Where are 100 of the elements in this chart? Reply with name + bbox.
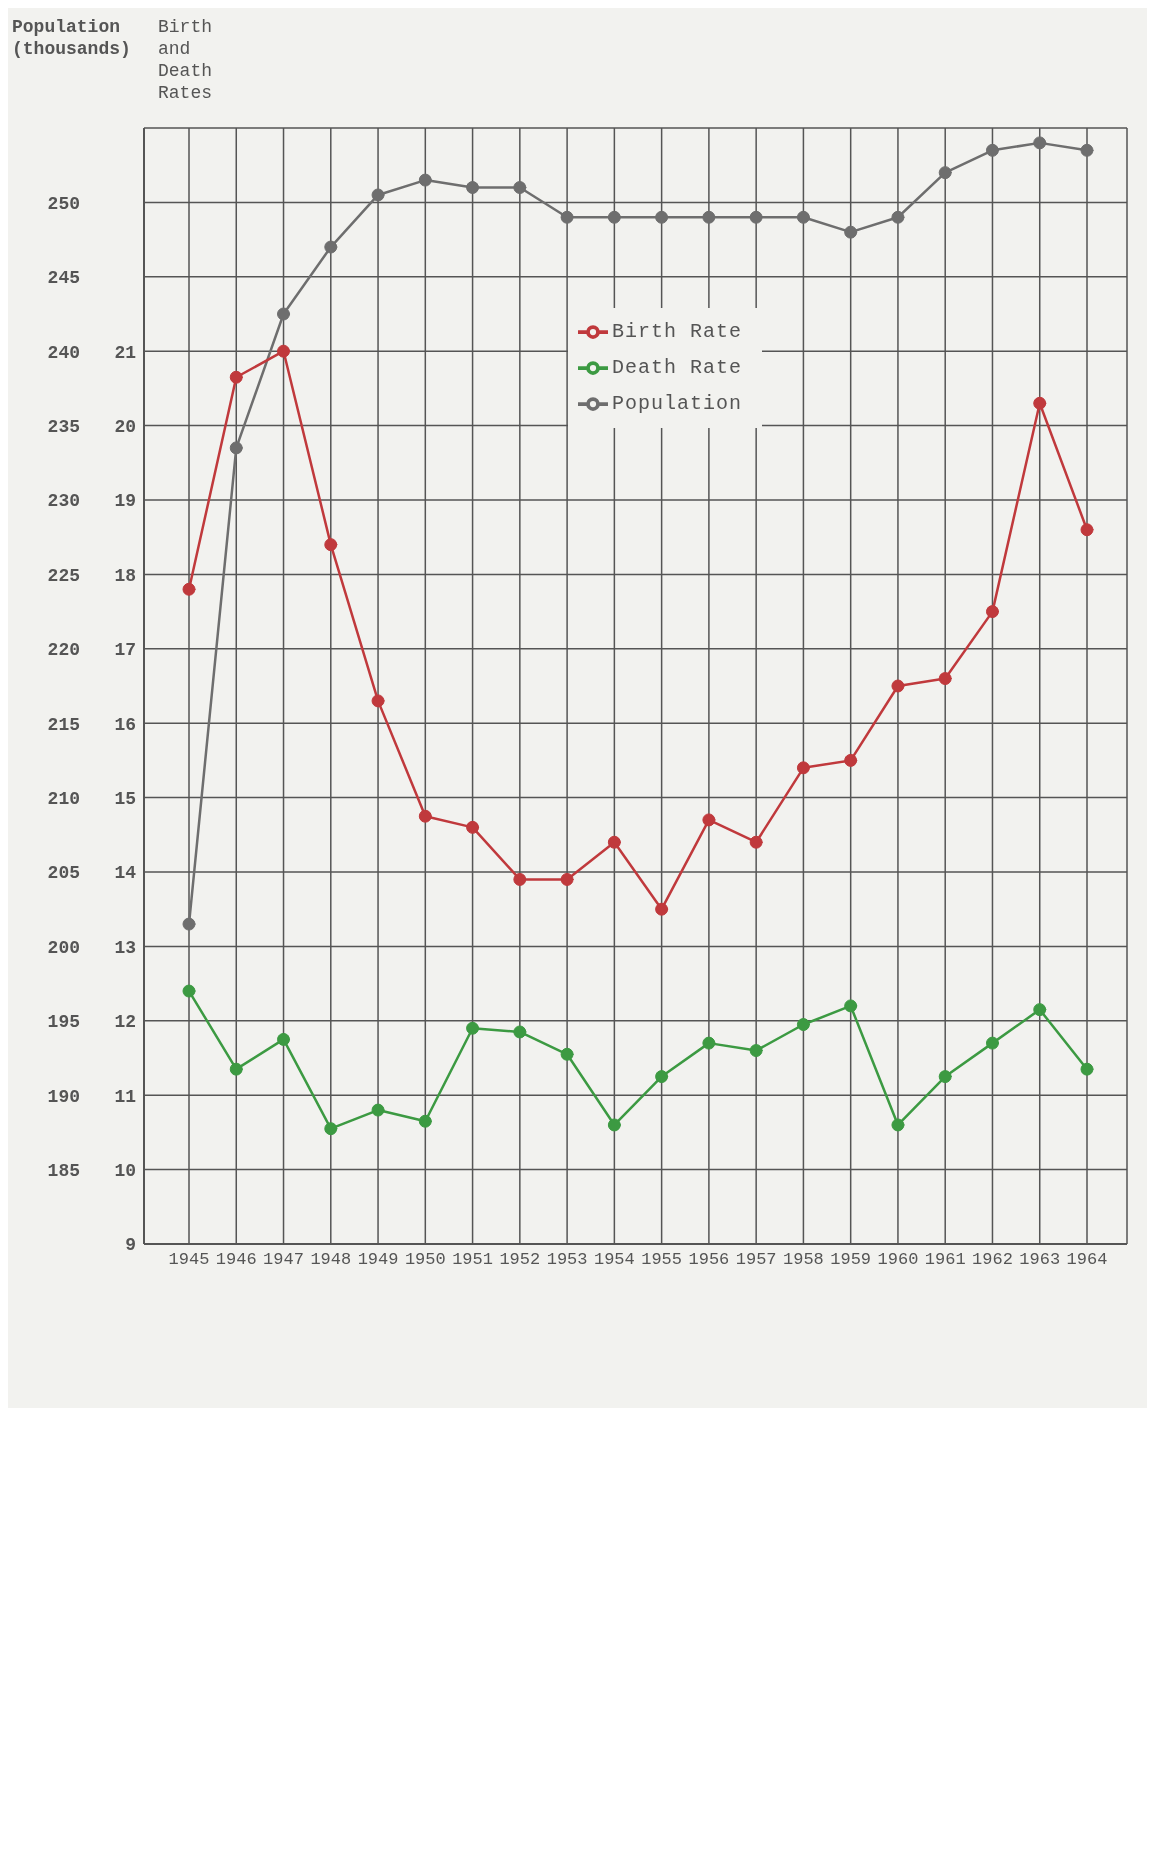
y-tick-label: 230 xyxy=(47,491,80,512)
point xyxy=(182,917,196,931)
y2-tick-label: 19 xyxy=(114,491,136,512)
point xyxy=(324,1122,338,1136)
x-tick-label: 1962 xyxy=(972,1250,1013,1270)
point xyxy=(466,181,480,195)
y-tick-label: 250 xyxy=(47,193,80,214)
x-tick-label: 1957 xyxy=(735,1250,777,1270)
y-tick-label: 235 xyxy=(47,416,80,437)
point xyxy=(985,605,999,619)
point xyxy=(371,694,385,708)
point xyxy=(277,307,291,321)
x-tick-label: 1951 xyxy=(452,1250,493,1270)
x-tick-label: 1945 xyxy=(168,1250,210,1270)
point xyxy=(1080,1062,1094,1076)
y2-tick-label: 12 xyxy=(114,1012,136,1033)
point xyxy=(796,761,810,775)
x-tick-label: 1946 xyxy=(215,1250,257,1270)
point xyxy=(229,441,243,455)
point xyxy=(891,1118,905,1132)
point xyxy=(1080,523,1094,537)
point xyxy=(891,679,905,693)
point xyxy=(702,210,716,224)
x-tick-label: 1963 xyxy=(1019,1250,1061,1270)
y-tick-label: 215 xyxy=(47,714,80,735)
y-tick-label: 190 xyxy=(47,1086,80,1107)
point xyxy=(371,1103,385,1117)
y-tick-label: 200 xyxy=(47,937,80,958)
y-tick-label: 220 xyxy=(47,640,80,661)
point xyxy=(466,1021,480,1035)
x-tick-label: 1952 xyxy=(499,1250,541,1270)
point xyxy=(277,344,291,358)
point xyxy=(985,1036,999,1050)
point xyxy=(1080,143,1094,157)
point xyxy=(229,1062,243,1076)
point xyxy=(418,809,432,823)
x-tick-label: 1961 xyxy=(924,1250,966,1270)
x-tick-label: 1958 xyxy=(783,1250,824,1270)
y2-tick-label: 20 xyxy=(114,416,136,437)
x-tick-label: 1948 xyxy=(310,1250,352,1270)
point xyxy=(796,210,810,224)
y-axis-title: Population (thousands) xyxy=(12,16,132,60)
y-tick-label: 210 xyxy=(47,788,80,809)
point xyxy=(938,672,952,686)
point xyxy=(844,753,858,767)
x-tick-label: 1947 xyxy=(263,1250,304,1270)
point xyxy=(749,1044,763,1058)
y2-tick-label: 13 xyxy=(114,937,136,958)
point xyxy=(891,210,905,224)
x-tick-label: 1950 xyxy=(404,1250,446,1270)
y2-tick-label: 9 xyxy=(125,1235,136,1256)
point xyxy=(749,210,763,224)
point xyxy=(277,1032,291,1046)
point xyxy=(324,538,338,552)
y-tick-label: 185 xyxy=(47,1160,80,1181)
point xyxy=(655,210,669,224)
point xyxy=(1033,1003,1047,1017)
point xyxy=(560,210,574,224)
legend-label: Birth Rate xyxy=(612,320,743,343)
y2-tick-label: 14 xyxy=(114,863,137,884)
point xyxy=(418,1114,432,1128)
point xyxy=(513,181,527,195)
point xyxy=(466,820,480,834)
point xyxy=(229,370,243,384)
point xyxy=(702,1036,716,1050)
point xyxy=(796,1018,810,1032)
y-tick-label: 195 xyxy=(47,1012,80,1033)
point xyxy=(1033,136,1047,150)
point xyxy=(1033,396,1047,410)
point xyxy=(418,173,432,187)
point xyxy=(938,166,952,180)
point xyxy=(513,872,527,886)
point xyxy=(371,188,385,202)
point xyxy=(655,902,669,916)
point xyxy=(324,240,338,254)
x-tick-label: 1964 xyxy=(1066,1250,1108,1270)
x-tick-label: 1956 xyxy=(688,1250,730,1270)
point xyxy=(560,1047,574,1061)
point xyxy=(702,813,716,827)
y-tick-label: 225 xyxy=(47,565,80,586)
point xyxy=(182,582,196,596)
point xyxy=(938,1070,952,1084)
point xyxy=(182,984,196,998)
x-tick-label: 1960 xyxy=(877,1250,919,1270)
y2-tick-label: 17 xyxy=(114,640,136,661)
y2-tick-label: 16 xyxy=(114,714,136,735)
y-tick-label: 240 xyxy=(47,342,80,363)
y2-tick-label: 15 xyxy=(114,788,136,809)
legend-label: Population xyxy=(612,392,743,415)
x-tick-label: 1953 xyxy=(546,1250,588,1270)
y2-tick-label: 10 xyxy=(114,1160,136,1181)
point xyxy=(607,1118,621,1132)
x-tick-label: 1955 xyxy=(641,1250,683,1270)
point xyxy=(844,225,858,239)
point xyxy=(607,210,621,224)
y2-tick-label: 21 xyxy=(114,342,137,363)
y2-tick-label: 18 xyxy=(114,565,136,586)
point xyxy=(844,999,858,1013)
y-tick-label: 245 xyxy=(47,268,80,289)
point xyxy=(560,872,574,886)
